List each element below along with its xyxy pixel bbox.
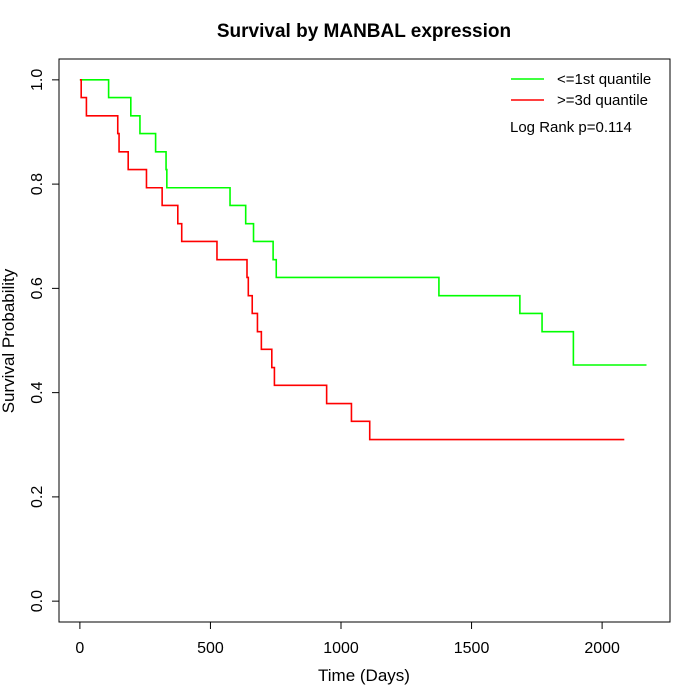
y-tick-label: 0.6 [29, 277, 46, 299]
y-axis-label: Survival Probability [0, 268, 18, 413]
y-tick-label: 0.2 [29, 486, 46, 508]
x-tick-label: 2000 [584, 640, 620, 657]
legend: <=1st quantile >=3d quantile [511, 71, 651, 109]
legend-label: <=1st quantile [557, 71, 651, 88]
x-tick-label: 500 [197, 640, 224, 657]
x-axis: 0 500 1000 1500 2000 [75, 621, 620, 657]
plot-frame [58, 58, 671, 623]
log-rank-annotation: Log Rank p=0.114 [510, 119, 632, 136]
x-tick-label: 1500 [454, 640, 490, 657]
y-tick-label: 0.8 [29, 173, 46, 195]
chart-title: Survival by MANBAL expression [217, 21, 511, 42]
y-tick-label: 0.4 [29, 381, 46, 403]
survival-curve-high [79, 79, 625, 441]
x-axis-label: Time (Days) [318, 666, 410, 685]
y-tick-label: 1.0 [29, 69, 46, 91]
x-tick-label: 0 [75, 640, 84, 657]
y-axis: 0.0 0.2 0.4 0.6 0.8 1.0 [29, 69, 60, 612]
x-tick-label: 1000 [323, 640, 359, 657]
legend-label: >=3d quantile [557, 92, 648, 109]
y-tick-label: 0.0 [29, 590, 46, 612]
survival-curve-low [79, 79, 647, 366]
survival-curves [79, 79, 647, 441]
